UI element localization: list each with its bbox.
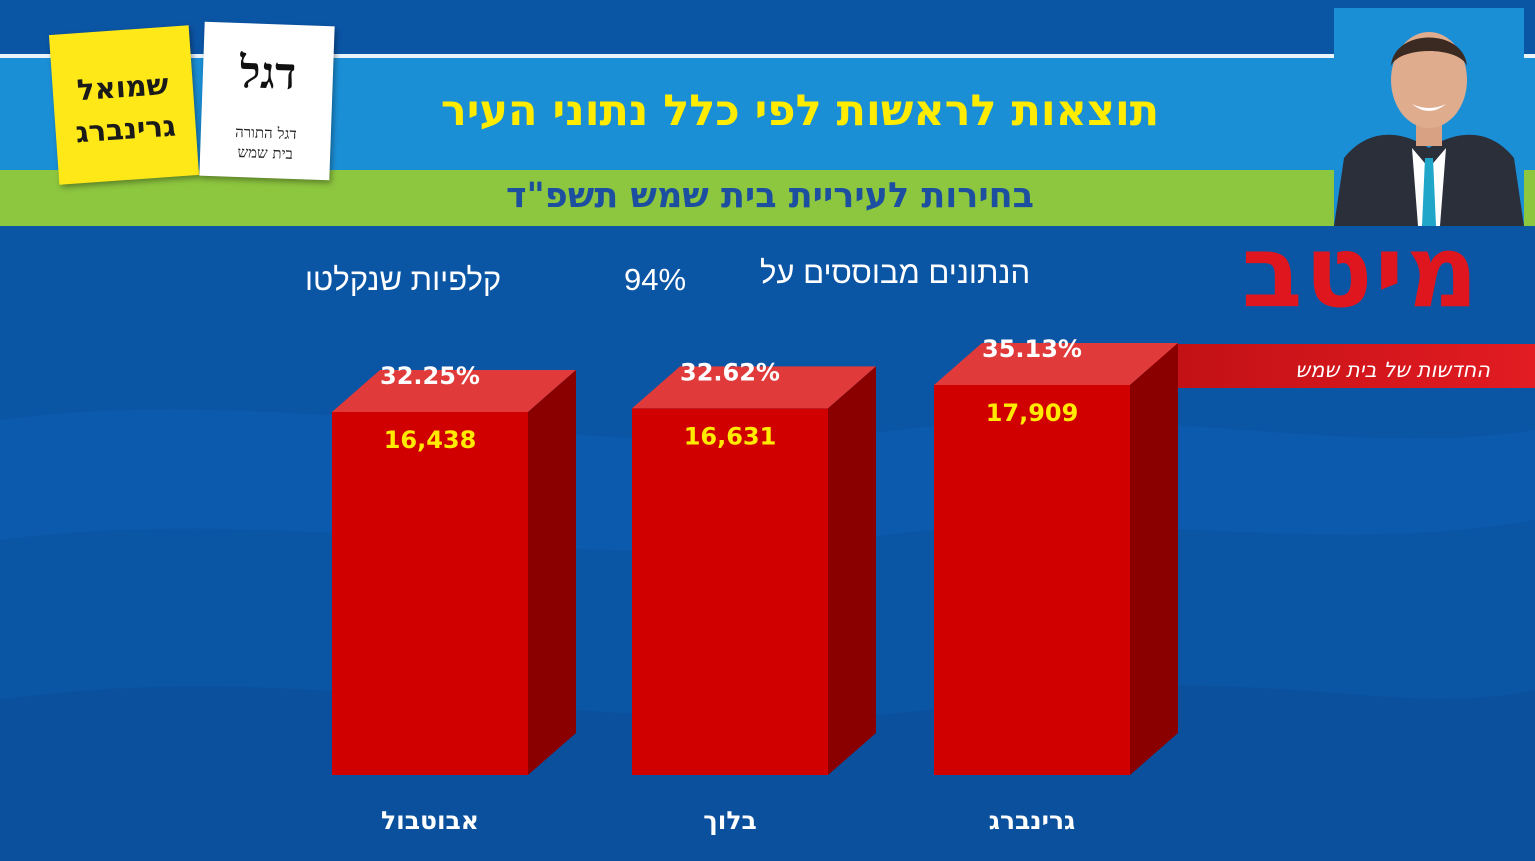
bar-top-face	[934, 343, 1178, 385]
data-basis-percent: 94%	[624, 262, 687, 297]
bar-side-face	[828, 366, 876, 775]
subtitle-band	[0, 170, 1535, 226]
page-title: תוצאות לראשות לפי כלל נתוני העיר	[440, 86, 1160, 136]
brand-logo: מיטב	[1241, 213, 1481, 330]
bar-value-label: 17,909	[986, 399, 1079, 427]
bar-top-face	[332, 369, 576, 412]
category-label: בלוך	[703, 806, 756, 835]
bar-top-face	[632, 366, 876, 409]
bar	[934, 385, 1130, 775]
bar-percent-label: 32.62%	[680, 358, 780, 386]
data-basis-label: הנתונים מבוססים על	[760, 255, 1031, 290]
brand-tagline: החדשות של בית שמש	[1295, 358, 1490, 382]
bar	[632, 408, 828, 775]
category-label: אבוטבול	[381, 806, 479, 835]
brand-tagline-bar	[1150, 344, 1535, 388]
bar-percent-label: 35.13%	[982, 335, 1082, 363]
bar-side-face	[528, 369, 576, 775]
bar-value-label: 16,631	[684, 422, 777, 450]
candidate-photo	[1334, 8, 1524, 226]
bar	[332, 411, 528, 775]
ballots-label: קלפיות שנקלטו	[305, 262, 502, 297]
page-subtitle: בחירות לעיריית בית שמש תשפ"ד	[505, 176, 1035, 216]
bar-value-label: 16,438	[384, 426, 477, 454]
bar-side-face	[1130, 343, 1178, 775]
category-label: גרינברג	[989, 806, 1075, 835]
bar-percent-label: 32.25%	[380, 362, 480, 390]
